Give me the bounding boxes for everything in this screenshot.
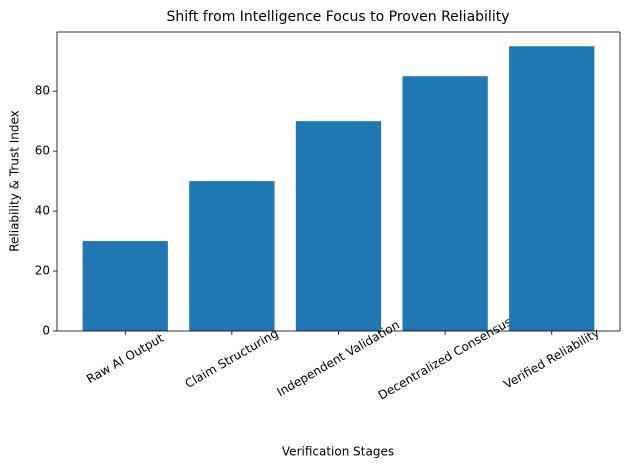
y-axis-label: Reliability & Trust Index	[8, 110, 22, 252]
x-axis-label: Verification Stages	[282, 445, 394, 459]
chart-title: Shift from Intelligence Focus to Proven …	[167, 9, 510, 25]
bar	[295, 121, 382, 331]
bar	[189, 181, 275, 331]
bar	[402, 76, 488, 331]
x-tick-label: Raw AI Output	[84, 331, 166, 386]
y-tick-label: 40	[35, 204, 50, 218]
plot-frame	[56, 31, 621, 332]
bar	[509, 46, 595, 331]
y-tick-label: 0	[42, 324, 50, 338]
bar	[82, 241, 168, 331]
y-tick-label: 60	[35, 144, 50, 158]
y-tick-label: 20	[35, 264, 50, 278]
y-tick-label: 80	[35, 84, 50, 98]
x-tick-label: Claim Structuring	[183, 326, 281, 391]
x-tick-label: Verified Reliability	[501, 326, 601, 392]
